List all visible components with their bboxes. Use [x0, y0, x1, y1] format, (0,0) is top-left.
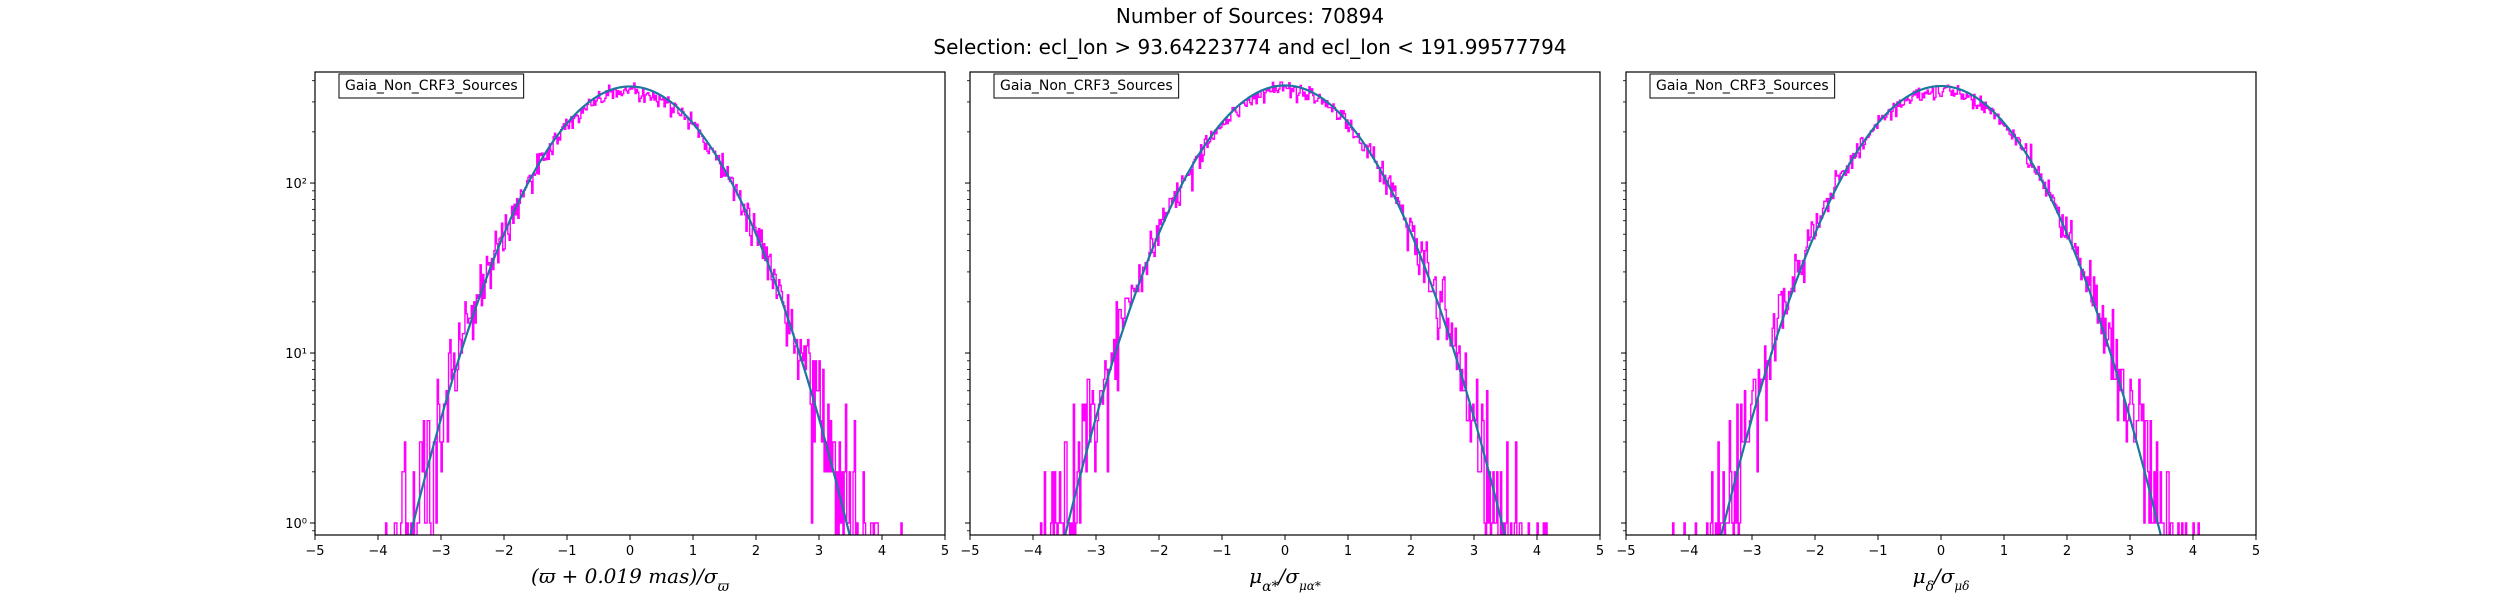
panel-3: −5 −4 −3 −2 −1 0 1 2 3 4 5 Gaia_Non_CRF3_Sources μδ/…: [1616, 71, 2260, 595]
axes-frame: [1625, 71, 2257, 536]
x-tick-label: 2: [752, 544, 760, 559]
x-tick-label: −2: [494, 544, 513, 559]
figure-title-line2: Selection: ecl_lon > 93.64223774 and ecl…: [933, 35, 1566, 59]
gaussian-fit-curve: [1064, 84, 1506, 535]
x-tick-label: 1: [1344, 544, 1352, 559]
x-tick-label: 0: [1937, 544, 1945, 559]
x-tick-label: 4: [1533, 544, 1541, 559]
x-tick-label: −3: [1086, 544, 1105, 559]
histogram-series: [384, 82, 903, 535]
x-tick-label: 1: [2000, 544, 2008, 559]
histogram-series: [1039, 81, 1548, 535]
x-axis-label: μδ/σμδ: [1913, 564, 1970, 595]
legend: Gaia_Non_CRF3_Sources: [1649, 73, 1836, 99]
legend-label: Gaia_Non_CRF3_Sources: [1656, 78, 1829, 94]
x-tick-label: 0: [626, 544, 634, 559]
x-tick-label: 5: [1596, 544, 1604, 559]
x-tick-label: 4: [878, 544, 886, 559]
y-tick-label: 10¹: [285, 347, 307, 362]
legend-frame: [993, 73, 1180, 99]
x-tick-label: −1: [557, 544, 576, 559]
legend-frame: [1649, 73, 1836, 99]
legend-label: Gaia_Non_CRF3_Sources: [1000, 78, 1173, 94]
legend: Gaia_Non_CRF3_Sources: [338, 73, 525, 99]
legend-label: Gaia_Non_CRF3_Sources: [345, 78, 518, 94]
x-tick-label: −4: [368, 544, 387, 559]
panel-1: −5 −4 −3 −2 −1 0 1 2 3 4 5 10⁰ 10¹ 10² Gaia_Non_CRF3_S…: [285, 71, 949, 595]
x-tick-label: 3: [2126, 544, 2134, 559]
gaussian-fit-curve: [409, 85, 851, 535]
histogram-series: [1671, 84, 2200, 535]
x-tick-label: −5: [1616, 544, 1635, 559]
x-tick-label: −4: [1679, 544, 1698, 559]
x-tick-label: 3: [815, 544, 823, 559]
x-tick-label: −4: [1023, 544, 1042, 559]
x-axis-label: μα*/σμα*: [1249, 564, 1321, 595]
x-tick-label: 2: [2063, 544, 2071, 559]
x-tick-label: −1: [1868, 544, 1887, 559]
x-tick-label: 2: [1407, 544, 1415, 559]
panels: −5 −4 −3 −2 −1 0 1 2 3 4 5 10⁰ 10¹ 10² Gaia_Non_CRF3_S…: [285, 71, 2260, 595]
x-tick-label: −5: [960, 544, 979, 559]
legend-frame: [338, 73, 525, 99]
gaussian-fit-curve: [1720, 84, 2162, 535]
x-tick-label: −5: [305, 544, 324, 559]
x-tick-label: 5: [941, 544, 949, 559]
x-tick-label: 3: [1470, 544, 1478, 559]
x-tick-label: 4: [2189, 544, 2197, 559]
x-tick-label: −3: [1742, 544, 1761, 559]
panel-2: −5 −4 −3 −2 −1 0 1 2 3 4 5 Gaia_Non_CRF3_Sources μα*…: [960, 71, 1604, 595]
x-axis-label: (ϖ + 0.019 mas)/σϖ: [531, 564, 730, 595]
x-tick-label: −2: [1149, 544, 1168, 559]
x-tick-label: 0: [1281, 544, 1289, 559]
figure-title-line1: Number of Sources: 70894: [1116, 4, 1384, 28]
y-tick-label: 10²: [285, 177, 307, 192]
y-tick-label: 10⁰: [285, 517, 307, 532]
x-tick-label: −1: [1212, 544, 1231, 559]
x-tick-label: 1: [689, 544, 697, 559]
legend: Gaia_Non_CRF3_Sources: [993, 73, 1180, 99]
x-tick-label: −3: [431, 544, 450, 559]
x-tick-label: 5: [2252, 544, 2260, 559]
x-tick-label: −2: [1805, 544, 1824, 559]
axes-frame: [314, 71, 946, 536]
